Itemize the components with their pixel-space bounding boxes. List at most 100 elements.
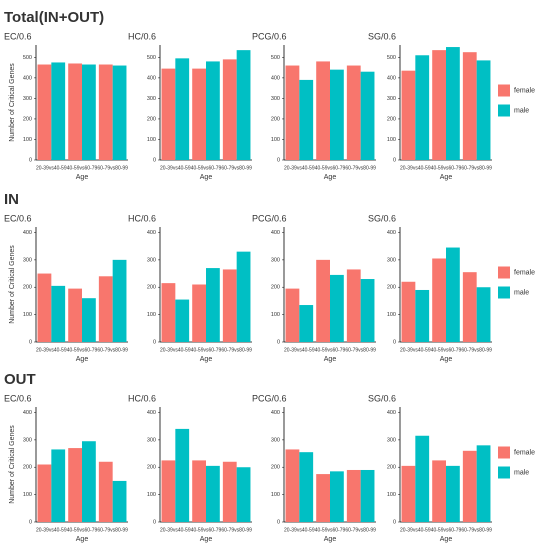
panel-title: SG/0.6 — [368, 393, 396, 403]
row-title: IN — [4, 191, 19, 208]
y-tick-label: 0 — [277, 339, 280, 345]
y-tick-label: 500 — [387, 55, 396, 61]
bar — [316, 61, 330, 160]
legend-label: male — [514, 289, 529, 296]
bar — [285, 65, 300, 160]
legend-swatch — [498, 446, 510, 459]
bar — [98, 64, 113, 160]
legend-swatch — [498, 84, 510, 97]
x-axis-label: Age — [200, 356, 213, 363]
bar — [236, 50, 251, 161]
bar — [82, 298, 96, 342]
x-tick-label: 20-39vs40-59 — [284, 527, 315, 533]
panel-title: HC/0.6 — [128, 31, 156, 41]
y-tick-label: 400 — [271, 75, 280, 81]
legend-label: female — [514, 269, 535, 276]
bar — [415, 435, 430, 522]
panel-title: HC/0.6 — [128, 213, 156, 223]
x-axis-label: Age — [76, 536, 89, 543]
y-tick-label: 100 — [147, 137, 156, 143]
bar — [476, 287, 491, 342]
x-tick-label: 60-79vs80-99 — [461, 347, 492, 353]
y-tick-label: 0 — [393, 157, 396, 163]
bar — [236, 251, 251, 342]
x-tick-label: 60-79vs80-99 — [221, 347, 252, 353]
bar — [206, 465, 220, 522]
bar — [446, 247, 460, 342]
y-axis-label: Number of Critical Genes — [9, 63, 16, 142]
legend-label: male — [514, 107, 529, 114]
x-tick-label: 40-59vs60-79 — [431, 165, 462, 171]
x-tick-label: 20-39vs40-59 — [400, 347, 431, 353]
panel-title: SG/0.6 — [368, 213, 396, 223]
y-tick-label: 0 — [393, 339, 396, 345]
y-tick-label: 200 — [387, 116, 396, 122]
bar — [462, 272, 477, 342]
y-tick-label: 300 — [271, 96, 280, 102]
y-axis-label: Number of Critical Genes — [9, 425, 16, 504]
bar — [330, 471, 344, 522]
x-tick-label: 60-79vs80-99 — [97, 165, 128, 171]
bar — [476, 445, 491, 522]
bar — [37, 64, 52, 160]
y-tick-label: 400 — [23, 75, 32, 81]
bar — [192, 68, 206, 160]
x-tick-label: 20-39vs40-59 — [160, 165, 191, 171]
y-tick-label: 400 — [23, 410, 32, 416]
y-tick-label: 500 — [23, 55, 32, 61]
panel-title: EC/0.6 — [4, 393, 32, 403]
x-axis-label: Age — [76, 356, 89, 363]
x-tick-label: 20-39vs40-59 — [160, 527, 191, 533]
x-tick-label: 60-79vs80-99 — [345, 165, 376, 171]
y-tick-label: 0 — [29, 339, 32, 345]
x-tick-label: 40-59vs60-79 — [67, 165, 98, 171]
bar — [206, 268, 220, 342]
x-tick-label: 60-79vs80-99 — [461, 165, 492, 171]
bar — [330, 69, 344, 160]
x-tick-label: 40-59vs60-79 — [191, 165, 222, 171]
y-tick-label: 400 — [147, 230, 156, 236]
y-tick-label: 200 — [271, 116, 280, 122]
x-tick-label: 40-59vs60-79 — [191, 527, 222, 533]
panel-title: SG/0.6 — [368, 31, 396, 41]
y-tick-label: 100 — [23, 137, 32, 143]
y-tick-label: 0 — [393, 519, 396, 525]
bar — [175, 428, 190, 522]
bar — [316, 474, 330, 522]
bar — [360, 71, 375, 160]
row-title: OUT — [4, 371, 36, 388]
x-tick-label: 60-79vs80-99 — [345, 347, 376, 353]
y-tick-label: 0 — [277, 519, 280, 525]
legend-label: female — [514, 449, 535, 456]
bar — [192, 460, 206, 522]
y-tick-label: 300 — [23, 437, 32, 443]
bar — [285, 449, 300, 522]
legend-label: female — [514, 87, 535, 94]
y-tick-label: 0 — [29, 519, 32, 525]
bar — [112, 65, 127, 160]
y-tick-label: 500 — [271, 55, 280, 61]
y-tick-label: 400 — [147, 410, 156, 416]
bar — [346, 469, 361, 522]
x-tick-label: 20-39vs40-59 — [284, 347, 315, 353]
x-axis-label: Age — [76, 174, 89, 181]
bar — [222, 269, 237, 342]
x-tick-label: 40-59vs60-79 — [431, 347, 462, 353]
x-tick-label: 40-59vs60-79 — [431, 527, 462, 533]
bar — [299, 452, 314, 522]
x-axis-label: Age — [200, 174, 213, 181]
bar — [316, 259, 330, 342]
bar — [462, 450, 477, 522]
y-tick-label: 300 — [147, 437, 156, 443]
x-axis-label: Age — [324, 174, 337, 181]
bar — [175, 299, 190, 342]
bar — [446, 47, 460, 160]
bar — [68, 288, 82, 342]
bar — [299, 305, 314, 342]
y-tick-label: 0 — [153, 157, 156, 163]
panel-title: EC/0.6 — [4, 31, 32, 41]
bar — [82, 441, 96, 522]
bar — [161, 460, 176, 522]
